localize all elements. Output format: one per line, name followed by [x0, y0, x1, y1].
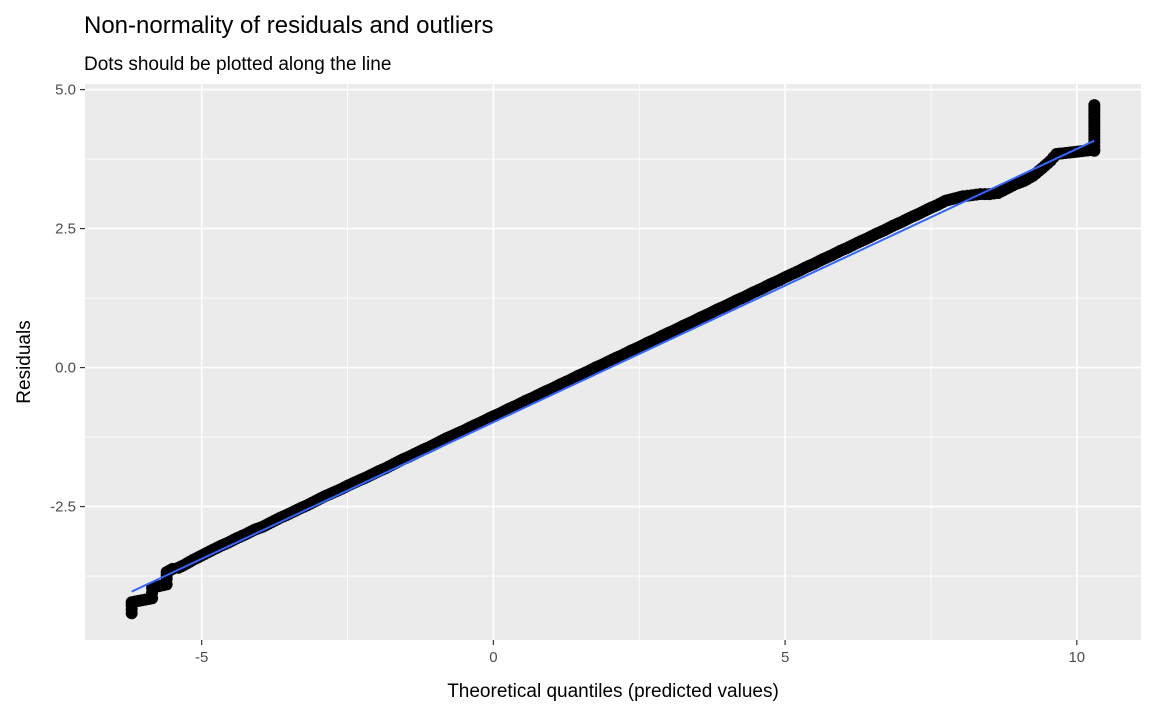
- x-axis-title: Theoretical quantiles (predicted values): [447, 681, 779, 702]
- grid-lines: [85, 84, 1141, 640]
- y-tick-label: 5.0: [55, 82, 76, 99]
- x-tick-label: 5: [781, 649, 789, 666]
- x-tick-label: -5: [195, 649, 208, 666]
- data-point: [157, 579, 170, 592]
- x-axis: -5 0 5 10: [195, 640, 1085, 666]
- y-axis: -2.5 0.0 2.5 5.0: [50, 82, 85, 516]
- chart-subtitle: Dots should be plotted along the line: [84, 54, 391, 75]
- data-points: [125, 99, 1101, 620]
- y-tick-label: 0.0: [55, 360, 76, 377]
- y-tick-label: 2.5: [55, 221, 76, 238]
- y-axis-title: Residuals: [14, 320, 35, 403]
- x-tick-label: 10: [1068, 649, 1085, 666]
- reference-line: [131, 139, 1095, 593]
- data-point: [142, 592, 155, 605]
- x-tick-label: 0: [489, 649, 497, 666]
- chart-title: Non-normality of residuals and outliers: [84, 12, 494, 39]
- data-point: [1088, 102, 1101, 115]
- y-tick-label: -2.5: [50, 499, 76, 516]
